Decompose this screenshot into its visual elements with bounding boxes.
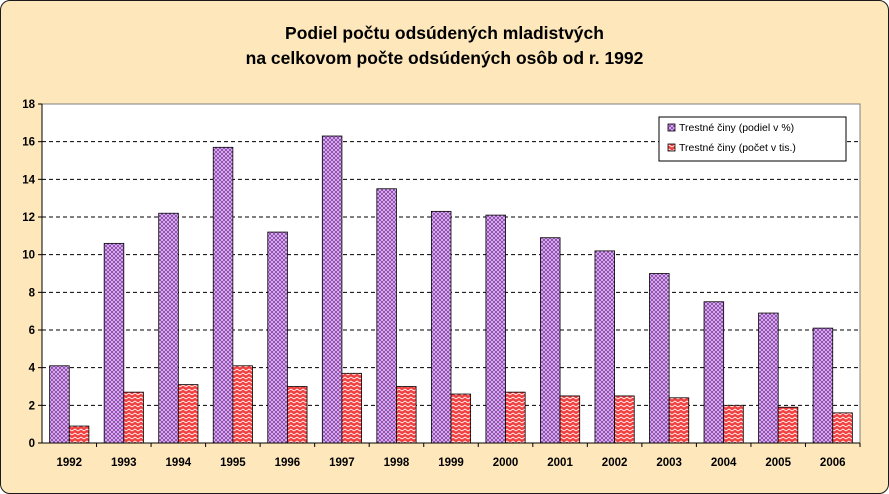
- bar-pocet: [505, 391, 526, 444]
- bar-pocet: [832, 412, 853, 444]
- bar-pocet: [286, 386, 308, 444]
- chart-title-block: Podiel počtu odsúdených mladistvých na c…: [1, 21, 888, 71]
- y-tick-label: 0: [29, 438, 35, 450]
- bar-pocet: [777, 406, 799, 444]
- x-tick-label: 1998: [384, 457, 410, 469]
- bar-podiel: [758, 312, 779, 444]
- y-tick-label: 4: [29, 363, 36, 375]
- x-tick-label: 2004: [711, 457, 737, 469]
- bar-pocet: [614, 395, 635, 444]
- legend-label: Trestné činy (podiel v %): [679, 122, 794, 134]
- bar-podiel: [267, 231, 288, 444]
- x-tick-label: 2003: [656, 457, 682, 469]
- legend-swatch: [667, 123, 676, 132]
- legend-box: [658, 116, 847, 162]
- y-tick-label: 14: [22, 174, 35, 186]
- y-tick-label: 10: [22, 250, 35, 262]
- chart-title: Podiel počtu odsúdených mladistvých: [285, 23, 604, 43]
- bar-podiel: [540, 237, 561, 444]
- y-tick-label: 12: [22, 212, 35, 224]
- y-tick-label: 18: [22, 99, 35, 111]
- y-tick-label: 6: [29, 325, 35, 337]
- bar-podiel: [321, 135, 343, 444]
- x-tick-label: 1999: [438, 457, 464, 469]
- bar-podiel: [376, 188, 397, 444]
- x-tick-label: 1993: [111, 457, 137, 469]
- bars: [49, 135, 853, 444]
- bar-podiel: [703, 301, 725, 444]
- bar-podiel: [49, 365, 70, 444]
- y-axis-ticks: 0 2 4 6 8 10 12 14 16 18: [22, 99, 42, 450]
- x-tick-label: 2000: [493, 457, 519, 469]
- bar-pocet: [68, 425, 90, 444]
- bar-podiel: [103, 242, 125, 444]
- bar-podiel: [649, 273, 670, 444]
- x-tick-label: 1996: [275, 457, 301, 469]
- x-tick-label: 2002: [602, 457, 628, 469]
- bar-pocet: [450, 393, 472, 444]
- bar-podiel: [212, 146, 234, 444]
- bar-podiel: [158, 212, 179, 444]
- x-tick-label: 1994: [166, 457, 192, 469]
- legend-label: Trestné činy (počet v tis.): [679, 142, 796, 154]
- bar-podiel: [485, 214, 506, 444]
- legend: Trestné činy (podiel v %) Trestné činy (p…: [658, 116, 847, 162]
- y-tick-label: 16: [22, 137, 35, 149]
- x-tick-label: 1997: [329, 457, 355, 469]
- x-tick-label: 1992: [56, 457, 82, 469]
- x-tick-label: 2006: [820, 457, 846, 469]
- bar-pocet: [341, 372, 362, 444]
- bar-pocet: [232, 365, 253, 444]
- x-tick-label: 2001: [547, 457, 573, 469]
- bar-podiel: [430, 210, 452, 444]
- y-tick-label: 8: [29, 287, 36, 299]
- bar-pocet: [723, 404, 744, 444]
- x-axis-ticks: 1992 1993 1994 1995 1996 1997 1998 1999 2000 2001…: [56, 443, 861, 469]
- y-tick-label: 2: [29, 400, 35, 412]
- bar-pocet: [123, 391, 144, 444]
- x-tick-label: 2005: [765, 457, 791, 469]
- bar-pocet: [396, 386, 417, 444]
- axes: [41, 103, 861, 444]
- bar-podiel: [812, 327, 834, 444]
- legend-swatch: [667, 143, 676, 152]
- bar-pocet: [668, 397, 690, 444]
- bar-podiel: [594, 250, 616, 444]
- chart-subtitle: na celkovom počte odsúdených osôb od r. …: [245, 48, 644, 68]
- bar-pocet: [559, 395, 581, 444]
- bar-pocet: [177, 384, 199, 444]
- x-tick-label: 1995: [220, 457, 246, 469]
